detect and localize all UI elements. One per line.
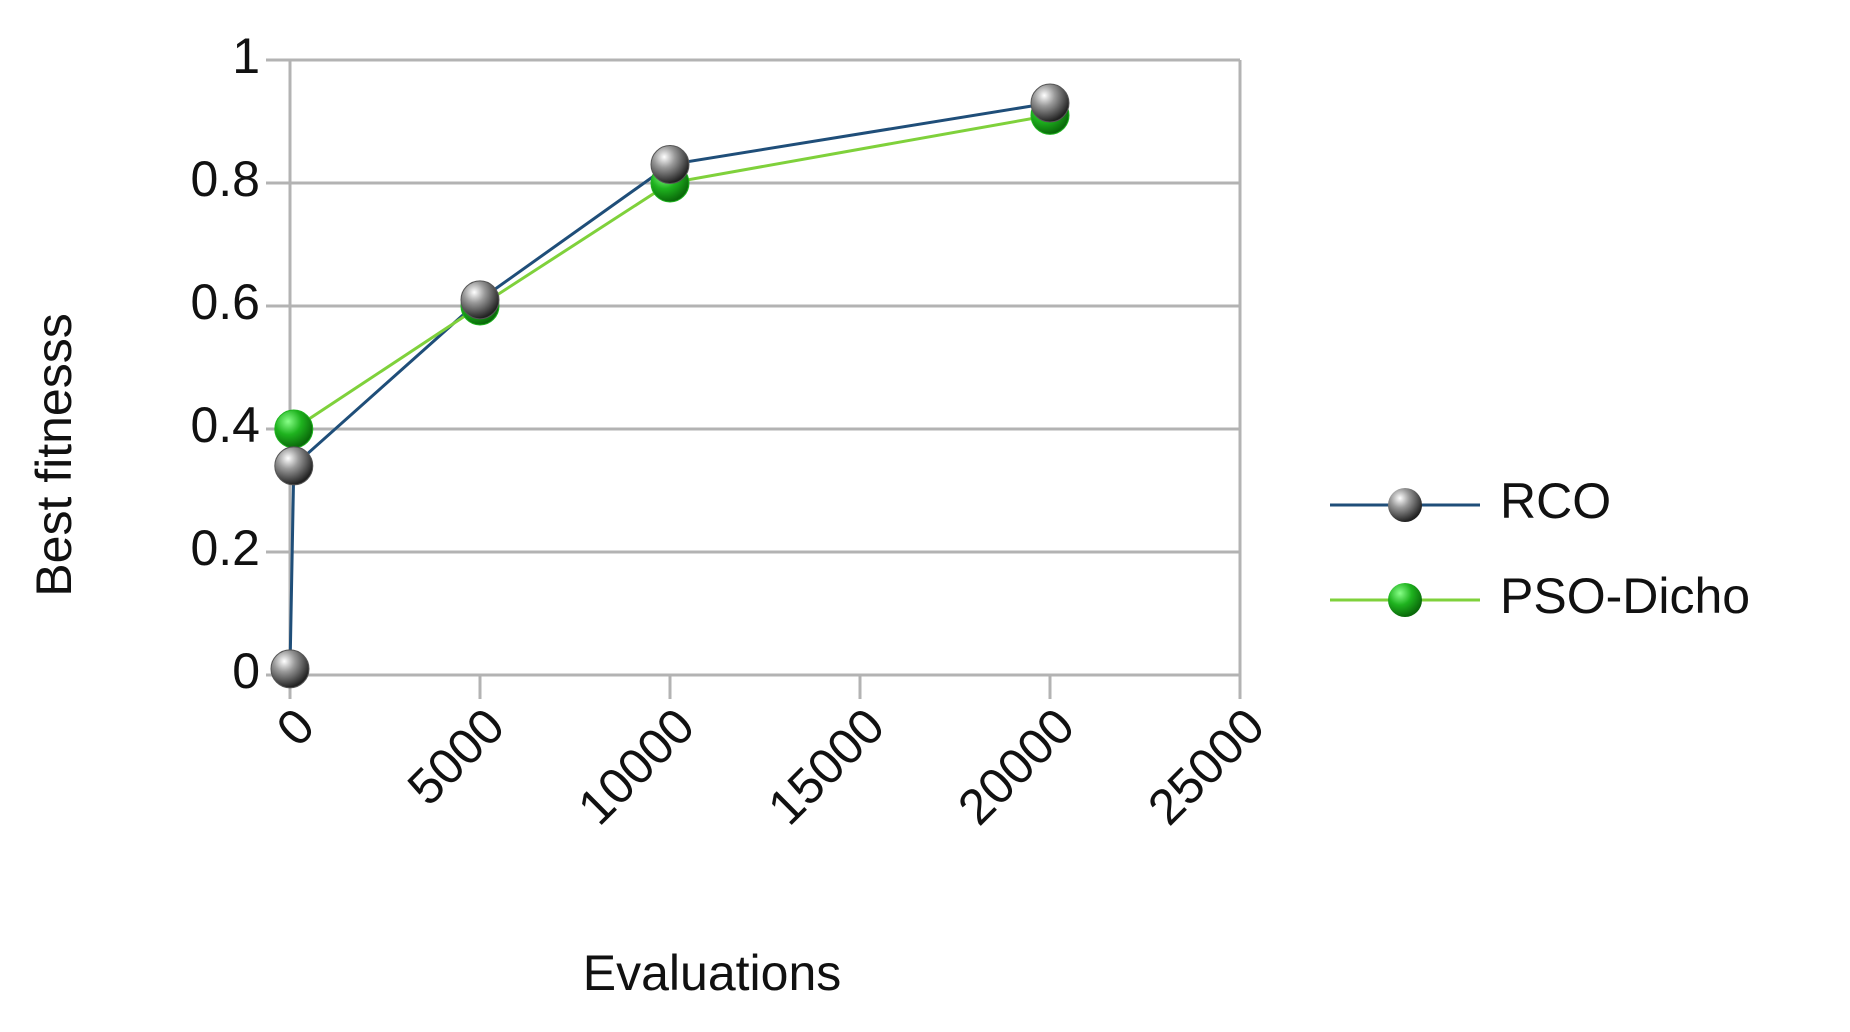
point <box>460 280 500 320</box>
x-tick-label: 5000 <box>397 698 515 816</box>
point <box>270 649 310 689</box>
point <box>650 145 690 185</box>
series-line <box>292 113 1051 431</box>
legend-marker <box>1388 488 1422 522</box>
y-tick-label: 0.2 <box>190 520 260 576</box>
x-tick-label: 20000 <box>947 698 1085 836</box>
point <box>1030 83 1070 123</box>
x-tick-label: 15000 <box>757 698 895 836</box>
y-tick-label: 0.6 <box>190 274 260 330</box>
x-tick-label: 10000 <box>567 698 705 836</box>
y-tick-label: 0.8 <box>190 151 260 207</box>
legend-label: RCO <box>1500 473 1611 529</box>
x-tick-label: 0 <box>266 698 325 757</box>
legend-label: PSO-Dicho <box>1500 568 1750 624</box>
point <box>274 409 314 449</box>
y-axis-label: Best fitnesss <box>26 313 82 596</box>
y-tick-label: 0.4 <box>190 397 260 453</box>
y-tick-label: 1 <box>232 28 260 84</box>
point <box>274 446 314 486</box>
legend-marker <box>1388 583 1422 617</box>
y-tick-label: 0 <box>232 643 260 699</box>
x-tick-label: 25000 <box>1137 698 1275 836</box>
x-axis-label: Evaluations <box>583 945 842 1001</box>
